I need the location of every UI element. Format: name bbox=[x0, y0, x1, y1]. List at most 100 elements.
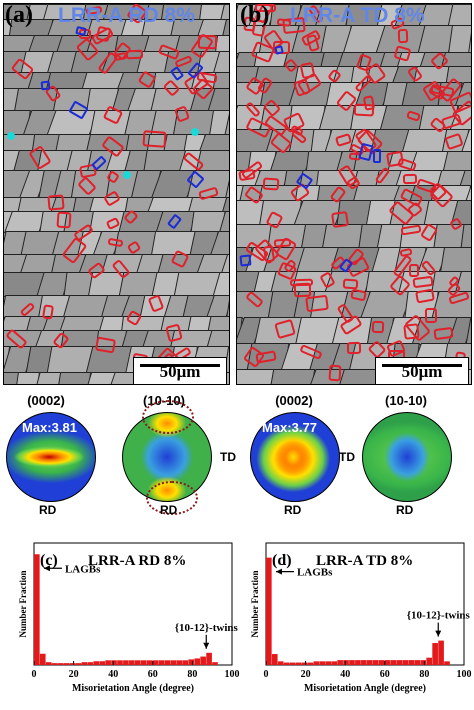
histogram-bar bbox=[57, 663, 64, 665]
histogram-bar bbox=[39, 653, 46, 665]
twin-boundary-red bbox=[353, 103, 375, 117]
histogram-bar bbox=[99, 661, 105, 665]
annotation-twins: {10-12}-twins bbox=[175, 622, 239, 634]
scale-bar-line bbox=[382, 364, 462, 367]
histogram-bar bbox=[188, 659, 195, 665]
twin-boundary-red bbox=[397, 28, 409, 44]
histogram-bar bbox=[146, 660, 153, 665]
pole-figure-max-3: Max:3.77 bbox=[262, 420, 317, 435]
histogram-bar bbox=[87, 662, 94, 665]
histogram-bar bbox=[51, 663, 58, 665]
histogram-bar bbox=[355, 660, 361, 665]
x-tick-label: 40 bbox=[108, 669, 118, 680]
histogram-bar bbox=[444, 661, 450, 665]
twin-boundary-red bbox=[408, 263, 420, 278]
histogram-bar bbox=[426, 657, 433, 665]
panel-label: (c) bbox=[40, 552, 58, 569]
histogram-bar bbox=[140, 660, 147, 665]
twin-boundary-red bbox=[273, 238, 292, 248]
x-tick-label: 0 bbox=[32, 669, 37, 680]
twin-boundary-blue bbox=[40, 80, 51, 91]
twin-boundary-red bbox=[433, 326, 454, 341]
histogram-bar bbox=[75, 663, 82, 665]
x-tick-label: 20 bbox=[301, 669, 311, 680]
histogram-bar bbox=[319, 661, 326, 665]
histogram-c: 0 20 40 60 80 100 Misorietation Angle (degree)… bbox=[0, 525, 240, 705]
histogram-bar bbox=[343, 660, 349, 665]
histogram-c-svg: 0 20 40 60 80 100 Misorietation Angle (degree)… bbox=[18, 542, 240, 694]
twin-boundary-red bbox=[262, 177, 280, 191]
histogram-bar bbox=[182, 660, 189, 665]
histogram-bar bbox=[164, 660, 171, 665]
twin-boundary-red bbox=[289, 278, 314, 287]
histogram-bar bbox=[432, 643, 438, 665]
histogram-bar bbox=[396, 660, 403, 665]
x-axis-label: Misorietation Angle (degree) bbox=[72, 683, 194, 694]
histogram-bar bbox=[93, 661, 100, 665]
grain bbox=[460, 224, 471, 249]
grain bbox=[439, 247, 471, 273]
twin-boundary-red bbox=[328, 364, 342, 382]
twin-boundary-red bbox=[403, 323, 420, 340]
histogram-bar bbox=[271, 654, 278, 665]
pole-figure-title-4: (10-10) bbox=[385, 393, 427, 408]
highlight-circle-bottom bbox=[146, 481, 198, 515]
histogram-bar bbox=[331, 661, 337, 665]
pole-figure-0002-rd bbox=[6, 412, 96, 502]
histogram-bar bbox=[301, 662, 308, 665]
histogram-bar bbox=[307, 662, 314, 665]
chart-title: LRR-A RD 8% bbox=[88, 553, 186, 569]
annotation-arrowhead-twins bbox=[203, 642, 210, 649]
grain bbox=[442, 151, 471, 172]
scale-bar-label: 50μm bbox=[401, 362, 443, 381]
twin-boundary-red bbox=[255, 4, 276, 12]
histogram-bar bbox=[200, 656, 206, 665]
annotation-arrowhead-lagbs bbox=[275, 568, 282, 575]
histogram-bar bbox=[420, 660, 427, 665]
x-tick-label: 100 bbox=[457, 669, 472, 680]
histogram-bar bbox=[414, 660, 421, 665]
x-tick-label: 20 bbox=[69, 669, 79, 680]
histogram-bar bbox=[283, 662, 290, 665]
scale-bar-b: 50μm bbox=[375, 357, 469, 385]
scale-bar-label: 50μm bbox=[159, 362, 201, 381]
histogram-bar bbox=[295, 662, 302, 665]
histogram-bar bbox=[117, 660, 123, 665]
twin-boundary-red bbox=[386, 150, 404, 168]
histogram-bar bbox=[361, 660, 367, 665]
twin-boundary-red bbox=[305, 294, 329, 313]
histogram-bar bbox=[170, 660, 177, 665]
histogram-bar bbox=[134, 660, 141, 665]
x-axis-label: Misorietation Angle (degree) bbox=[304, 683, 426, 694]
histogram-bar bbox=[206, 652, 212, 665]
annotation-lagbs: LAGBs bbox=[65, 563, 101, 575]
twin-boundary-red bbox=[424, 307, 438, 324]
histogram-d-svg: 0 20 40 60 80 100 Misorietation Angle (degree)… bbox=[250, 542, 472, 694]
x-tick-label: 40 bbox=[340, 669, 350, 680]
pole-figure-max-1: Max:3.81 bbox=[22, 420, 77, 435]
x-tick-label: 80 bbox=[419, 669, 429, 680]
y-axis-label: Number Fraction bbox=[18, 570, 28, 637]
histogram-bar bbox=[158, 660, 165, 665]
histogram-bar bbox=[289, 662, 296, 665]
histogram-bar bbox=[349, 660, 355, 665]
histogram-bar bbox=[69, 663, 76, 665]
grain bbox=[55, 372, 92, 384]
histogram-bar bbox=[212, 662, 218, 665]
x-tick-label: 60 bbox=[380, 669, 390, 680]
panel-label-b: (b) bbox=[240, 2, 270, 28]
histogram-bar bbox=[390, 660, 397, 665]
histogram-bar bbox=[402, 660, 409, 665]
twin-boundary-red bbox=[142, 130, 167, 148]
chart-title: LRR-A TD 8% bbox=[316, 553, 413, 569]
panel-label: (d) bbox=[272, 552, 292, 569]
twin-boundary-red bbox=[342, 278, 359, 290]
twin-boundary-red bbox=[56, 211, 72, 229]
histogram-bar bbox=[34, 554, 40, 665]
histogram-bar bbox=[313, 661, 320, 665]
twin-boundary-red bbox=[125, 49, 144, 60]
pole-figure-rd-4: RD bbox=[396, 503, 414, 517]
histogram-bar bbox=[176, 660, 183, 665]
twin-boundary-red bbox=[47, 194, 65, 211]
x-tick-label: 60 bbox=[148, 669, 158, 680]
